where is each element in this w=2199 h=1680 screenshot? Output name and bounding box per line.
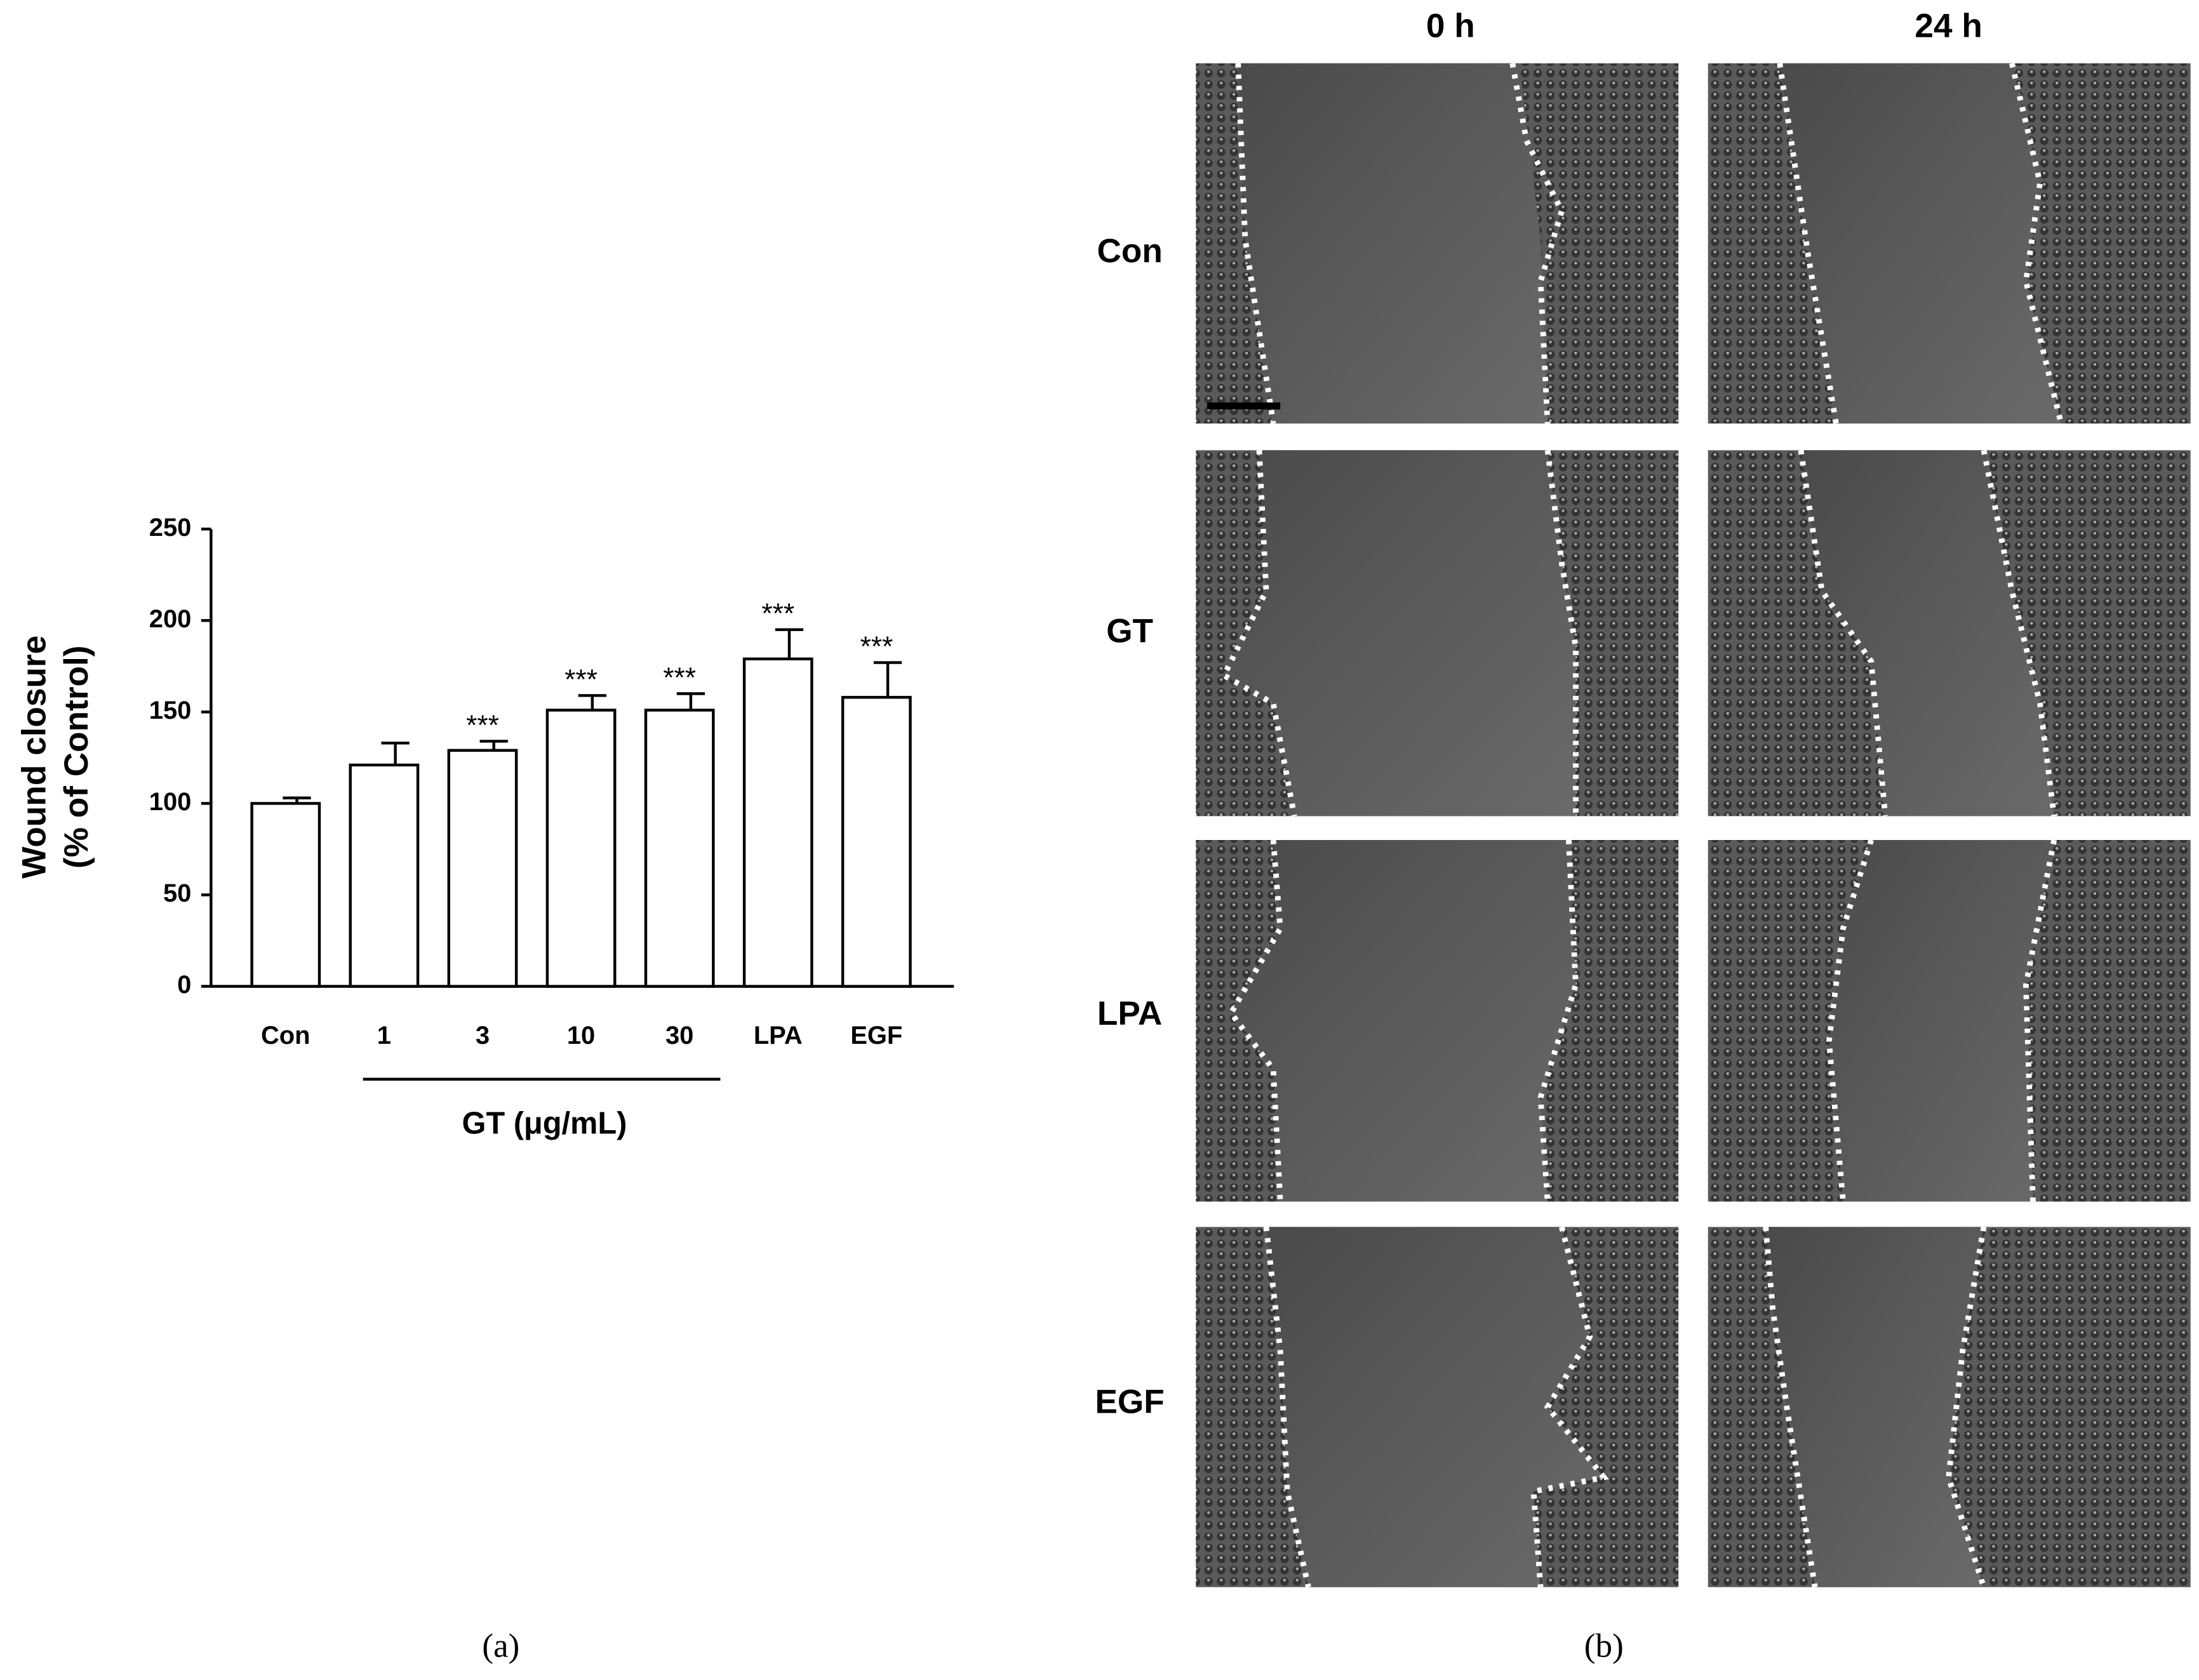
bar [447, 749, 518, 988]
significance-label: *** [860, 631, 893, 662]
x-tick-label: 1 [377, 1022, 391, 1050]
y-tick-label: 0 [177, 971, 191, 999]
wound-edge [1227, 839, 1579, 1202]
wound-gap [1829, 840, 2054, 1202]
wound-gap [1800, 450, 2054, 817]
group-label: GT (μg/mL) [462, 1107, 627, 1141]
significance-label: *** [565, 664, 598, 695]
wound-gap [1779, 63, 2061, 424]
x-tick-label: Con [261, 1022, 311, 1050]
wound-edge [1826, 839, 2057, 1202]
bar [841, 696, 912, 988]
y-tick-label: 150 [149, 697, 192, 724]
bar [349, 763, 420, 988]
bar [250, 802, 321, 988]
y-axis-title: Wound closure (% of Control) [16, 636, 95, 879]
row-label: LPA [1097, 995, 1162, 1032]
y-tick-label: 50 [163, 879, 191, 907]
y-axis-title-line: (% of Control) [58, 646, 95, 869]
micrographs [1196, 62, 2191, 1589]
bar [644, 709, 715, 988]
column-header: 24 h [1915, 7, 1982, 44]
y-tick-label: 200 [149, 605, 192, 633]
bar [545, 709, 617, 988]
wound-edge [1777, 62, 2064, 425]
y-tick-label: 100 [149, 788, 192, 816]
wound-edge [1263, 1226, 1609, 1588]
x-tick-label: 30 [665, 1022, 693, 1050]
wound-edge [1763, 1226, 1987, 1589]
wound-gap [1224, 450, 1576, 817]
wound-edge [1220, 450, 1579, 817]
wound-edge [1798, 450, 2057, 817]
x-tick-label: 10 [567, 1022, 595, 1050]
panel-label: (b) [1584, 1627, 1624, 1664]
wound-gap [1231, 840, 1576, 1202]
significance-label: *** [663, 662, 696, 693]
wound-gap [1238, 63, 1548, 424]
row-label: GT [1106, 612, 1153, 650]
x-tick-label: LPA [754, 1022, 803, 1050]
bar [742, 657, 813, 988]
significance-label: *** [466, 710, 499, 741]
row-label: Con [1097, 232, 1162, 270]
y-axis-title-line: Wound closure [16, 636, 53, 879]
wound-edge [1235, 62, 1565, 424]
column-header: 0 h [1426, 7, 1475, 44]
wound-gap [1266, 1227, 1604, 1587]
panel-label: (a) [482, 1627, 519, 1664]
significance-label: *** [761, 598, 794, 629]
wound-gap [1765, 1227, 1984, 1587]
x-tick-label: 3 [476, 1022, 490, 1050]
scale-bar [1206, 402, 1281, 410]
x-tick-label: EGF [850, 1022, 902, 1050]
y-tick-label: 250 [149, 514, 192, 542]
row-label: EGF [1095, 1383, 1164, 1421]
